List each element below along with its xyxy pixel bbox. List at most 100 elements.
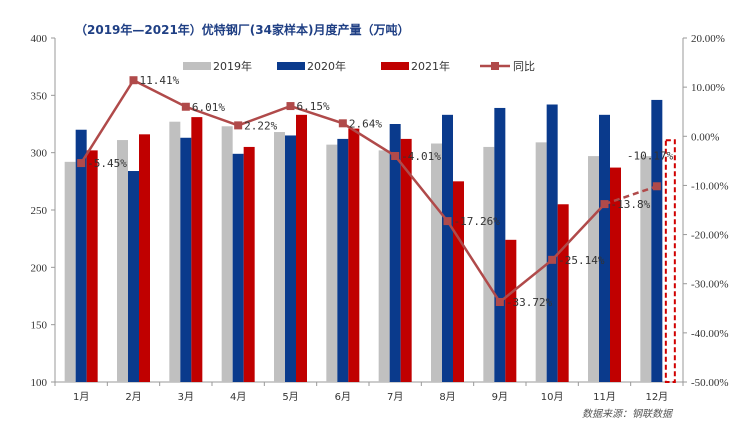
yoy-marker	[234, 121, 243, 130]
bar-2020年	[232, 153, 244, 382]
chart-title: （2019年—2021年）优特钢厂(34家样本)月度产量（万吨）	[75, 22, 409, 37]
bar-2019年	[169, 121, 181, 382]
yoy-data-label: -4.01%	[401, 150, 441, 163]
left-tick-label: 150	[31, 320, 48, 332]
legend-label: 2021年	[411, 59, 450, 73]
legend-label: 2020年	[307, 59, 346, 73]
bar-2020年	[285, 135, 296, 382]
left-tick-label: 400	[31, 33, 48, 45]
yoy-marker	[338, 119, 347, 128]
yoy-marker	[652, 182, 661, 191]
bar-2020年	[337, 138, 349, 382]
source-note: 数据来源：钢联数据	[582, 408, 674, 420]
bar-2020年	[546, 104, 558, 383]
yoy-data-label: 11.41%	[140, 74, 180, 87]
bar-2021年	[139, 134, 150, 382]
bar-2021年	[243, 146, 255, 382]
legend-label: 同比	[513, 60, 535, 73]
yoy-data-label: -10.17%	[627, 149, 674, 162]
bars	[64, 99, 676, 383]
legend-marker	[491, 62, 499, 70]
yoy-marker	[391, 151, 400, 160]
bar-2019年	[326, 144, 338, 382]
x-tick-label: 11月	[593, 391, 616, 403]
right-tick-label: 10.00%	[691, 82, 725, 94]
x-tick-label: 8月	[439, 391, 455, 403]
bar-2020年	[442, 114, 453, 383]
x-tick-label: 3月	[178, 391, 194, 403]
right-tick-label: -20.00%	[691, 230, 729, 242]
bar-2019年	[64, 161, 76, 382]
x-tick-label: 12月	[645, 391, 668, 403]
right-tick-label: -10.00%	[691, 180, 729, 192]
legend-swatch	[277, 62, 305, 70]
left-tick-label: 300	[31, 148, 48, 160]
x-tick-label: 6月	[335, 391, 351, 403]
right-tick-label: -40.00%	[691, 328, 729, 340]
left-tick-label: 250	[31, 205, 48, 217]
yoy-data-label: -25.14%	[558, 254, 605, 267]
yoy-data-label: 2.22%	[244, 119, 277, 132]
bar-2021年	[453, 181, 464, 382]
x-tick-label: 7月	[387, 391, 403, 403]
yoy-data-label: 6.01%	[192, 101, 225, 114]
bar-2019年	[483, 146, 495, 382]
right-tick-label: -50.00%	[691, 377, 729, 389]
yoy-marker	[495, 297, 504, 306]
x-tick-label: 5月	[282, 391, 298, 403]
yoy-marker	[548, 255, 557, 264]
bar-2019年	[535, 142, 547, 382]
bar-2021年	[505, 239, 517, 382]
data-labels: -5.45% 11.41% 6.01% 2.22% 6.15% 2.64% -4.01% -1…	[87, 74, 673, 309]
yoy-data-label: -17.26%	[454, 215, 501, 228]
axes: 100 150 200 250 300 350 400 20.00% 10.00% 0.00% -1…	[31, 33, 729, 403]
bar-2019年	[431, 143, 442, 382]
legend-swatch	[381, 62, 409, 70]
bar-2019年	[274, 132, 285, 382]
right-tick-label: 0.00%	[691, 131, 719, 143]
bar-2020年	[389, 124, 401, 382]
yoy-marker	[129, 76, 138, 85]
bar-2021年	[348, 128, 360, 382]
yoy-marker	[600, 200, 609, 209]
x-tick-label: 4月	[230, 391, 246, 403]
left-tick-label: 100	[31, 377, 48, 389]
highlight-box	[664, 139, 676, 383]
bar-2020年	[599, 114, 610, 383]
bar-2020年	[180, 137, 192, 382]
x-tick-label: 2月	[125, 391, 141, 403]
legend-label: 2019年	[213, 59, 252, 73]
bar-2020年	[75, 129, 87, 382]
yoy-marker	[181, 102, 190, 111]
yoy-marker	[286, 102, 295, 111]
bar-2019年	[588, 156, 599, 382]
left-tick-label: 350	[31, 90, 48, 102]
left-tick-label: 200	[31, 262, 48, 274]
right-tick-label: 20.00%	[691, 33, 725, 45]
bar-2021年	[296, 114, 307, 383]
yoy-data-label: -5.45%	[87, 157, 127, 170]
yoy-data-label: -33.72%	[506, 296, 553, 309]
yoy-data-label: 2.64%	[349, 117, 382, 130]
legend: 2019年 2020年 2021年 同比	[183, 59, 535, 73]
bar-2020年	[128, 171, 139, 382]
bar-2021年	[191, 117, 203, 383]
right-tick-label: -30.00%	[691, 279, 729, 291]
legend-swatch	[183, 62, 211, 70]
bar-2021年	[557, 204, 569, 382]
bar-2021年	[86, 150, 98, 382]
bar-2021年	[610, 167, 621, 382]
yoy-data-label: -13.8%	[611, 198, 651, 211]
bar-2019年	[221, 126, 233, 382]
yoy-marker	[77, 159, 86, 168]
bar-2019年	[640, 156, 652, 382]
yoy-data-label: 6.15%	[297, 100, 330, 113]
yoy-marker	[443, 217, 452, 226]
bar-2020年	[494, 107, 506, 383]
bar-2019年	[378, 150, 390, 382]
yoy-line	[77, 76, 661, 306]
bar-2020年	[651, 99, 663, 383]
x-tick-label: 10月	[541, 391, 564, 403]
bar-2019年	[117, 140, 128, 382]
